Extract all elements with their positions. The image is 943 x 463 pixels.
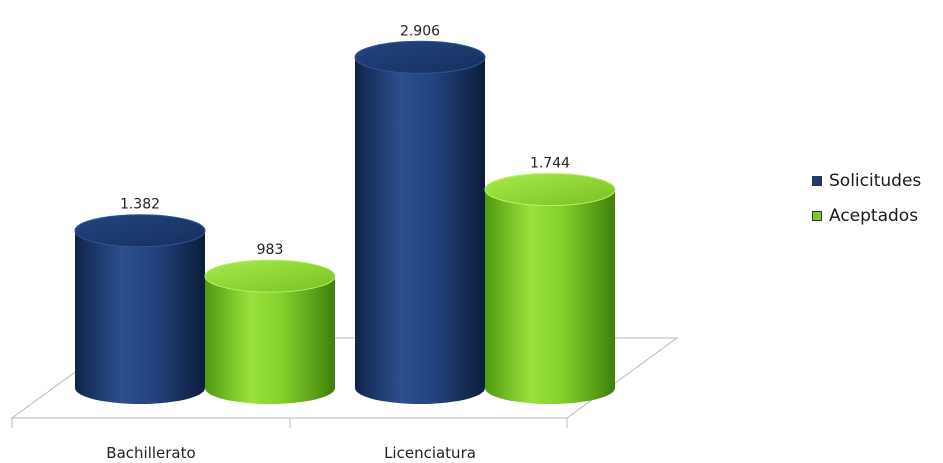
category-label-bachillerato: Bachillerato [106, 444, 195, 462]
bar-top [354, 40, 486, 74]
bar-top [484, 173, 616, 207]
legend: Solicitudes Aceptados [812, 170, 921, 240]
bar-body [75, 230, 205, 404]
bar-licenciatura-solicitudes [354, 40, 486, 404]
category-label-licenciatura: Licenciatura [384, 444, 476, 462]
value-label-licenciatura-solicitudes: 2.906 [400, 23, 440, 39]
legend-label-aceptados: Aceptados [829, 206, 919, 226]
bars-layer [74, 40, 616, 404]
bar-body [205, 276, 335, 404]
legend-label-solicitudes: Solicitudes [829, 171, 922, 191]
bar-top [204, 259, 336, 293]
labels-layer: 1.382 983 Bachillerato 2.906 1.744 Licenciatu… [106, 23, 570, 462]
legend-swatch-aceptados [812, 211, 822, 221]
value-label-licenciatura-aceptados: 1.744 [530, 156, 570, 172]
legend-item-aceptados: Aceptados [812, 205, 921, 227]
legend-swatch-solicitudes [812, 176, 822, 186]
bar-bachillerato-aceptados [204, 259, 336, 404]
bar-top [74, 214, 206, 248]
legend-item-solicitudes: Solicitudes [812, 170, 921, 192]
value-label-bachillerato-solicitudes: 1.382 [120, 197, 160, 213]
bar-licenciatura-aceptados [484, 173, 616, 404]
bar-body [355, 57, 485, 404]
bar-body [485, 189, 615, 404]
bar-bachillerato-solicitudes [74, 214, 206, 404]
value-label-bachillerato-aceptados: 983 [257, 242, 284, 258]
